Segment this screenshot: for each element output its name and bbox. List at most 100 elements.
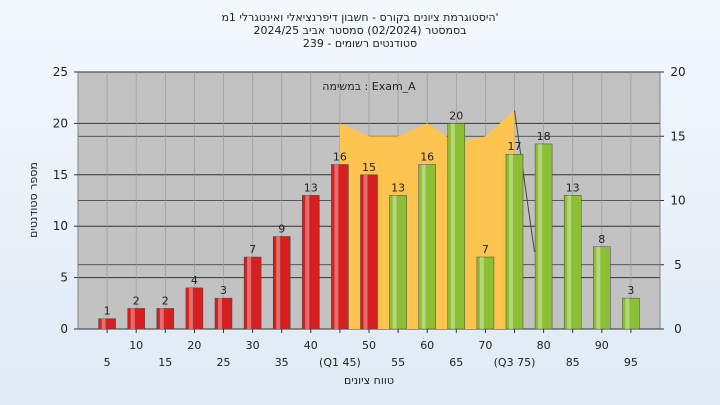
bar-highlight — [305, 195, 310, 329]
bar — [302, 195, 320, 330]
bar — [331, 164, 349, 330]
y-tick-label: 0 — [60, 322, 68, 336]
x-tick-label: 80 — [537, 339, 551, 352]
x-tick-label: (Q3 75) — [494, 356, 536, 369]
bar-highlight — [596, 246, 601, 329]
x-tick-label: 30 — [246, 339, 260, 352]
x-tick-label: 65 — [449, 356, 463, 369]
bar-highlight — [101, 318, 106, 329]
y2-tick-label: 15 — [670, 129, 685, 143]
bar-highlight — [130, 308, 135, 329]
bar — [272, 236, 291, 330]
data-label: 3 — [627, 284, 634, 297]
bars — [98, 123, 640, 330]
y-axis-ticks: 0 5 10 15 20 25 — [53, 65, 78, 336]
bar — [360, 174, 378, 330]
bar-highlight — [247, 257, 252, 329]
bar-highlight — [218, 298, 222, 329]
x-axis-title: טווח ציונים — [344, 374, 394, 387]
data-label: 13 — [304, 181, 318, 194]
y2-axis-ticks: 0 5 10 15 20 — [660, 65, 686, 336]
bar-highlight — [567, 195, 572, 329]
data-label: 7 — [482, 243, 489, 256]
bar — [214, 297, 233, 330]
x-tick-label: 70 — [478, 339, 492, 352]
x-tick-label: 60 — [420, 339, 434, 352]
x-tick-label: 85 — [566, 356, 580, 369]
bar — [418, 164, 436, 330]
chart-title-line-3: 239 - סטודנטים רשומים — [303, 37, 417, 50]
bar — [156, 308, 175, 330]
bar-highlight — [625, 298, 630, 329]
chart-title-line-1: היסטוגרמת ציונים בקורס - חשבון דיפרנציאל… — [221, 11, 498, 24]
data-label: 13 — [566, 181, 580, 194]
y2-tick-label: 0 — [674, 322, 682, 336]
data-label: 16 — [333, 151, 347, 164]
bar-highlight — [450, 123, 455, 330]
data-label: 16 — [420, 151, 434, 164]
x-tick-label: 15 — [158, 356, 172, 369]
data-label: 20 — [449, 109, 463, 122]
chart-annotation: במשימה : Exam_A — [322, 80, 416, 93]
bar-highlight — [392, 195, 397, 329]
x-tick-label: 20 — [187, 339, 201, 352]
bar — [622, 297, 640, 330]
bar-highlight — [421, 164, 426, 329]
x-tick-label: 55 — [391, 356, 405, 369]
bar-highlight — [159, 308, 164, 329]
data-label: 2 — [162, 294, 169, 307]
bar — [563, 195, 582, 330]
x-tick-label: 50 — [362, 339, 376, 352]
bar-highlight — [509, 154, 513, 329]
bar — [505, 153, 524, 330]
data-label: 18 — [537, 130, 551, 143]
bar-highlight — [538, 143, 543, 329]
bar — [185, 287, 204, 330]
chart-title-line-2: בסמסטר (02/2024) סמסטר אביב 2024/25 — [253, 24, 466, 37]
bar — [593, 246, 611, 330]
y-tick-label: 20 — [53, 116, 68, 130]
bar-highlight — [363, 174, 368, 329]
x-tick-label: 40 — [304, 339, 318, 352]
data-label: 2 — [133, 294, 140, 307]
data-label: 8 — [598, 233, 605, 246]
data-label: 1 — [104, 305, 111, 318]
data-label: 3 — [220, 284, 227, 297]
bar — [476, 256, 495, 330]
bar — [98, 318, 116, 330]
x-tick-label: 90 — [595, 339, 609, 352]
x-tick-label: 25 — [217, 356, 231, 369]
data-labels: 1 2 2 4 3 7 9 13 16 15 13 16 20 7 17 18 13 8 3 — [104, 109, 635, 317]
y2-tick-label: 5 — [674, 258, 682, 272]
bar-highlight — [334, 164, 339, 329]
bar — [447, 123, 466, 330]
x-tick-label: (Q1 45) — [319, 356, 361, 369]
data-label: 17 — [508, 140, 522, 153]
x-tick-label: 35 — [275, 356, 289, 369]
y-axis-title: מספר סטודנטים — [27, 162, 40, 238]
bar — [243, 256, 262, 330]
bar — [389, 195, 407, 330]
y-tick-label: 5 — [60, 271, 68, 285]
x-tick-label: 95 — [624, 356, 638, 369]
data-label: 9 — [278, 222, 285, 235]
bar — [534, 143, 553, 330]
bar-highlight — [188, 287, 193, 329]
y-tick-label: 10 — [53, 219, 68, 233]
y2-tick-label: 10 — [670, 194, 685, 208]
area-edge-line — [514, 110, 535, 252]
bar-highlight — [479, 257, 484, 329]
y-tick-label: 15 — [53, 168, 68, 182]
data-label: 4 — [191, 274, 198, 287]
bar — [127, 308, 145, 330]
x-tick-label: 10 — [129, 339, 143, 352]
bar-highlight — [276, 236, 281, 329]
data-label: 13 — [391, 181, 405, 194]
x-tick-label: 5 — [104, 356, 111, 369]
data-label: 15 — [362, 161, 376, 174]
data-label: 7 — [249, 243, 256, 256]
y-tick-label: 25 — [53, 65, 68, 79]
y2-tick-label: 20 — [670, 65, 685, 79]
